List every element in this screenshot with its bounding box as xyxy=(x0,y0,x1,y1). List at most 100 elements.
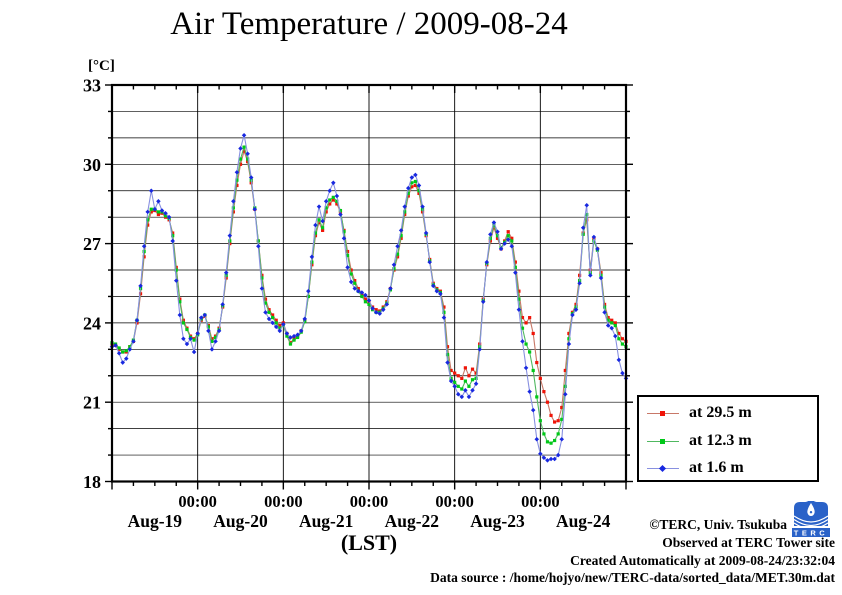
terc-logo-text: TERC xyxy=(794,528,828,537)
data-point xyxy=(192,338,196,342)
data-point xyxy=(306,288,311,294)
data-point xyxy=(116,351,122,356)
data-point xyxy=(516,307,522,312)
data-point xyxy=(510,239,514,243)
data-point xyxy=(513,260,517,264)
y-axis-unit-label: [°C] xyxy=(88,58,115,74)
data-point xyxy=(524,321,528,325)
data-point xyxy=(620,337,625,341)
data-point xyxy=(359,290,365,295)
data-point xyxy=(367,302,371,306)
data-point xyxy=(613,333,618,339)
data-point xyxy=(442,310,446,314)
data-point xyxy=(495,236,500,240)
data-point xyxy=(553,420,557,424)
data-point xyxy=(456,384,460,388)
data-point xyxy=(324,210,328,214)
data-point xyxy=(573,307,579,312)
x-day-label: Aug-19 xyxy=(128,511,183,531)
data-point xyxy=(470,378,475,382)
x-time-label: 00:00 xyxy=(178,492,217,511)
data-point xyxy=(316,204,322,209)
data-point xyxy=(352,286,357,291)
data-point xyxy=(288,335,293,340)
data-point xyxy=(242,145,246,149)
data-point xyxy=(334,193,340,199)
data-point xyxy=(270,320,275,326)
data-point xyxy=(335,202,339,206)
data-point xyxy=(466,394,472,400)
data-point xyxy=(427,259,432,265)
data-point xyxy=(563,368,567,373)
x-axis-label: (LST) xyxy=(340,530,398,555)
data-point xyxy=(527,389,532,394)
data-point xyxy=(606,318,610,322)
data-point xyxy=(324,206,328,210)
plot-frame xyxy=(110,83,628,483)
data-point xyxy=(617,331,621,336)
data-point xyxy=(506,234,510,238)
data-point xyxy=(163,214,168,218)
data-point xyxy=(617,337,621,341)
data-point xyxy=(598,275,604,281)
data-point xyxy=(609,325,614,331)
y-tick-label: 33 xyxy=(83,76,101,96)
data-point xyxy=(121,350,125,354)
data-point xyxy=(170,238,175,244)
data-point xyxy=(278,326,282,330)
data-point xyxy=(549,441,553,445)
data-point xyxy=(467,384,471,388)
data-point xyxy=(442,305,446,309)
data-point xyxy=(448,378,454,384)
data-point xyxy=(195,331,200,336)
data-point xyxy=(406,185,411,191)
data-point xyxy=(524,342,528,346)
data-point xyxy=(541,455,547,460)
data-point xyxy=(363,297,368,301)
data-point xyxy=(606,316,610,320)
observed-text: Observed at TERC Tower site xyxy=(662,535,835,550)
data-point xyxy=(313,222,318,228)
data-point xyxy=(506,230,510,234)
legend-marker-red xyxy=(647,409,679,418)
legend-label: at 29.5 m xyxy=(689,404,752,421)
data-point xyxy=(156,199,161,204)
data-point xyxy=(353,279,357,283)
x-day-label: Aug-21 xyxy=(299,511,353,531)
data-point xyxy=(266,316,272,322)
data-point xyxy=(453,380,457,384)
data-point xyxy=(274,321,278,325)
data-point xyxy=(331,195,335,199)
data-point xyxy=(149,207,153,211)
data-point xyxy=(263,310,268,315)
data-point xyxy=(545,400,550,404)
data-point xyxy=(238,162,243,166)
data-point xyxy=(288,342,293,346)
data-point xyxy=(491,220,497,225)
data-point xyxy=(392,267,396,271)
data-point xyxy=(156,210,161,214)
data-point xyxy=(548,456,554,462)
copyright-text: ©TERC, Univ. Tsukuba xyxy=(649,517,787,532)
data-point xyxy=(320,228,325,232)
data-point xyxy=(463,379,467,383)
data-point xyxy=(181,321,185,325)
x-day-label: Aug-20 xyxy=(213,511,268,531)
data-point xyxy=(373,310,379,315)
data-point xyxy=(327,188,332,193)
data-point xyxy=(235,178,239,182)
data-point xyxy=(542,390,546,394)
data-point xyxy=(552,456,557,462)
data-point xyxy=(349,268,353,272)
data-point xyxy=(474,371,478,375)
data-point xyxy=(449,368,453,373)
data-point xyxy=(213,335,218,340)
data-point xyxy=(488,232,493,237)
data-point xyxy=(202,312,208,318)
data-point xyxy=(263,297,268,301)
data-point xyxy=(302,316,308,322)
data-point xyxy=(146,223,150,227)
data-point xyxy=(171,234,175,238)
data-point xyxy=(278,323,282,328)
x-time-label: 00:00 xyxy=(521,492,560,511)
